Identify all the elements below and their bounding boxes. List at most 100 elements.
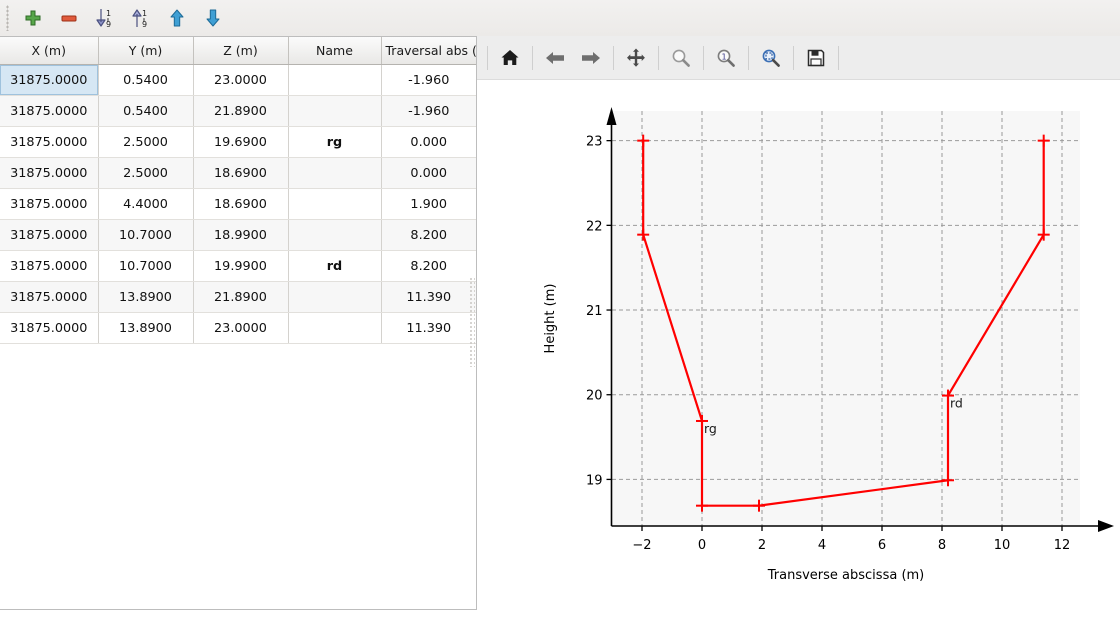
cell-traversal[interactable]: 11.390 <box>381 312 476 344</box>
points-table: X (m) Y (m) Z (m) Name Traversal abs (m … <box>0 37 476 344</box>
cell-z[interactable]: 18.6900 <box>193 157 289 189</box>
cell-traversal[interactable]: 11.390 <box>381 281 476 313</box>
cell-x[interactable]: 31875.0000 <box>0 95 99 127</box>
chart-data-series <box>637 134 1050 512</box>
cell-y[interactable]: 2.5000 <box>98 157 194 189</box>
cell-name[interactable] <box>288 219 382 251</box>
column-header-traversal[interactable]: Traversal abs (m <box>381 37 476 65</box>
sort-up-1-9-icon: 1 9 <box>132 9 147 29</box>
table-row[interactable]: 31875.0000 2.5000 18.6900 0.000 <box>0 157 476 189</box>
column-header-x[interactable]: X (m) <box>0 37 99 65</box>
cell-y[interactable]: 0.5400 <box>98 64 194 96</box>
column-header-name[interactable]: Name <box>288 37 382 65</box>
red-minus-icon <box>61 15 77 22</box>
zoom-rect-button[interactable] <box>753 43 789 73</box>
x-axis-arrow <box>1098 520 1114 532</box>
move-down-button[interactable] <box>195 2 231 34</box>
cell-traversal[interactable]: 0.000 <box>381 126 476 158</box>
cell-x[interactable]: 31875.0000 <box>0 312 99 344</box>
y-tick-label: 22 <box>586 219 603 234</box>
table-row[interactable]: 31875.0000 2.5000 19.6900 rg 0.000 <box>0 126 476 158</box>
cell-name[interactable]: rd <box>288 250 382 282</box>
sort-ascending-button[interactable]: 1 9 <box>123 2 159 34</box>
pan-button[interactable] <box>618 43 654 73</box>
profile-chart[interactable]: −2 0 2 4 6 8 10 12 19 20 21 22 23 rg rd Transverse ab… <box>477 81 1120 630</box>
table-row[interactable]: 31875.0000 0.5400 23.0000 -1.960 <box>0 64 476 96</box>
cell-y[interactable]: 4.4000 <box>98 188 194 220</box>
zoom-reset-button[interactable]: 1 <box>708 43 744 73</box>
cell-y[interactable]: 13.8900 <box>98 281 194 313</box>
y-tick-label: 21 <box>586 304 603 319</box>
cell-traversal[interactable]: 0.000 <box>381 157 476 189</box>
cell-x[interactable]: 31875.0000 <box>0 188 99 220</box>
table-row[interactable]: 31875.0000 10.7000 19.9900 rd 8.200 <box>0 250 476 282</box>
plot-figure[interactable]: −2 0 2 4 6 8 10 12 19 20 21 22 23 rg rd Transverse ab… <box>477 81 1120 630</box>
zoom-out-button[interactable] <box>663 43 699 73</box>
cell-x[interactable]: 31875.0000 <box>0 250 99 282</box>
forward-button[interactable] <box>573 43 609 73</box>
y-tick-label: 20 <box>586 389 603 404</box>
home-icon <box>501 49 519 65</box>
cell-traversal[interactable]: -1.960 <box>381 64 476 96</box>
cell-traversal[interactable]: -1.960 <box>381 95 476 127</box>
cell-traversal[interactable]: 8.200 <box>381 219 476 251</box>
cell-name[interactable] <box>288 95 382 127</box>
arrow-right-icon <box>582 51 600 64</box>
cell-y[interactable]: 10.7000 <box>98 250 194 282</box>
cell-name[interactable] <box>288 157 382 189</box>
cell-name[interactable] <box>288 312 382 344</box>
x-tick-label: −2 <box>632 538 651 553</box>
table-row[interactable]: 31875.0000 0.5400 21.8900 -1.960 <box>0 95 476 127</box>
table-row[interactable]: 31875.0000 4.4000 18.6900 1.900 <box>0 188 476 220</box>
cell-x[interactable]: 31875.0000 <box>0 157 99 189</box>
svg-text:1: 1 <box>721 52 726 61</box>
cell-name[interactable] <box>288 188 382 220</box>
cell-x[interactable]: 31875.0000 <box>0 64 99 96</box>
cell-name[interactable]: rg <box>288 126 382 158</box>
cell-traversal[interactable]: 8.200 <box>381 250 476 282</box>
cell-traversal[interactable]: 1.900 <box>381 188 476 220</box>
cell-y[interactable]: 2.5000 <box>98 126 194 158</box>
x-tick-label: 2 <box>758 538 766 553</box>
cell-z[interactable]: 18.9900 <box>193 219 289 251</box>
cell-z[interactable]: 18.6900 <box>193 188 289 220</box>
cell-z[interactable]: 19.9900 <box>193 250 289 282</box>
main-toolbar: 1 9 1 9 <box>0 0 1120 37</box>
cell-y[interactable]: 10.7000 <box>98 219 194 251</box>
toolbar-drag-handle[interactable] <box>3 5 13 31</box>
add-row-button[interactable] <box>15 2 51 34</box>
home-button[interactable] <box>492 43 528 73</box>
cell-x[interactable]: 31875.0000 <box>0 126 99 158</box>
cell-z[interactable]: 21.8900 <box>193 95 289 127</box>
arrow-up-icon <box>170 9 184 27</box>
table-scroll-grip[interactable] <box>469 277 475 367</box>
back-button[interactable] <box>537 43 573 73</box>
cell-x[interactable]: 31875.0000 <box>0 281 99 313</box>
cell-z[interactable]: 19.6900 <box>193 126 289 158</box>
sort-descending-button[interactable]: 1 9 <box>87 2 123 34</box>
cell-z[interactable]: 23.0000 <box>193 312 289 344</box>
x-axis-label: Transverse abscissa (m) <box>767 568 925 583</box>
move-up-button[interactable] <box>159 2 195 34</box>
cell-y[interactable]: 13.8900 <box>98 312 194 344</box>
cell-x[interactable]: 31875.0000 <box>0 219 99 251</box>
svg-text:9: 9 <box>142 20 147 29</box>
remove-row-button[interactable] <box>51 2 87 34</box>
toolbar-separator <box>748 45 749 70</box>
table-row[interactable]: 31875.0000 13.8900 23.0000 11.390 <box>0 312 476 344</box>
column-header-y[interactable]: Y (m) <box>98 37 194 65</box>
cell-name[interactable] <box>288 281 382 313</box>
cell-name[interactable] <box>288 64 382 96</box>
cell-y[interactable]: 0.5400 <box>98 95 194 127</box>
table-row[interactable]: 31875.0000 13.8900 21.8900 11.390 <box>0 281 476 313</box>
cell-z[interactable]: 21.8900 <box>193 281 289 313</box>
save-button[interactable] <box>798 43 834 73</box>
table-row[interactable]: 31875.0000 10.7000 18.9900 8.200 <box>0 219 476 251</box>
plot-pane: 1 <box>477 36 1120 630</box>
axes-background <box>612 111 1080 526</box>
column-header-z[interactable]: Z (m) <box>193 37 289 65</box>
arrow-down-icon <box>206 9 220 27</box>
toolbar-separator <box>613 45 614 70</box>
cell-z[interactable]: 23.0000 <box>193 64 289 96</box>
